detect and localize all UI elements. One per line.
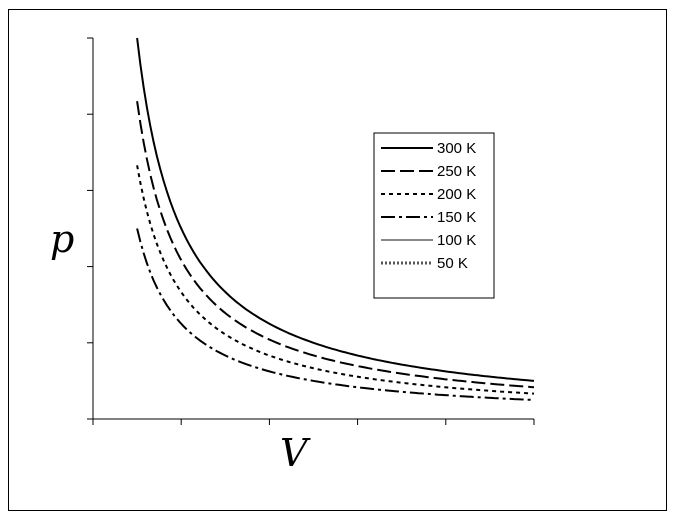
legend-label-1: 300 K xyxy=(437,140,476,157)
series-line-4 xyxy=(136,228,535,401)
axes xyxy=(87,37,535,425)
legend-label-3: 200 K xyxy=(437,186,476,203)
series-line-1 xyxy=(136,37,535,382)
chart-frame xyxy=(8,9,667,511)
ticks xyxy=(87,37,535,425)
series-layer xyxy=(136,37,535,401)
legend-label-2: 250 K xyxy=(437,163,476,180)
legend-label-6: 50 K xyxy=(437,255,468,272)
legend: 300 K 250 K 200 K 150 K 100 K 50 K xyxy=(373,132,495,299)
legend-box xyxy=(373,132,495,299)
legend-label-4: 150 K xyxy=(437,209,476,226)
legend-label-5: 100 K xyxy=(437,232,476,249)
series-line-3 xyxy=(136,165,535,395)
y-axis-label: p xyxy=(50,217,74,261)
x-axis-label: V xyxy=(280,431,311,475)
